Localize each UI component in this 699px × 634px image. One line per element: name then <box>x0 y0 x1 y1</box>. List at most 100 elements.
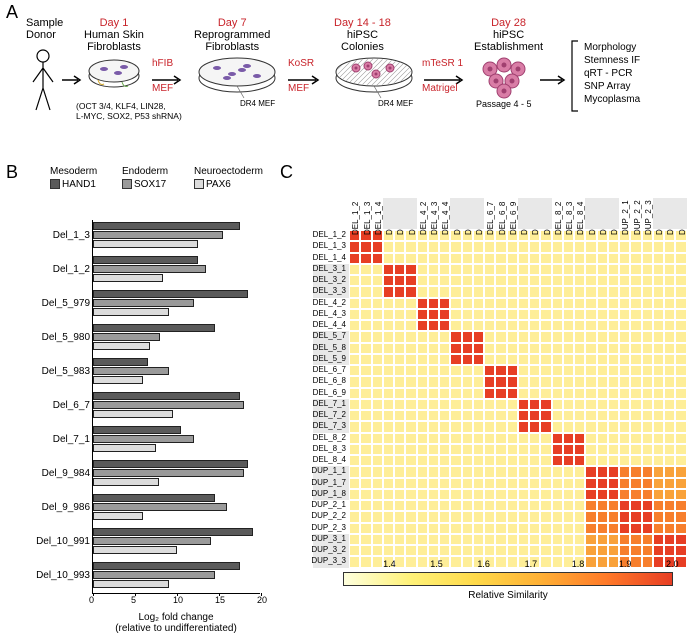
hm-cell <box>473 410 484 421</box>
hm-cell <box>608 556 619 567</box>
hm-cell <box>540 444 551 455</box>
hm-cell <box>383 309 394 320</box>
hm-cell <box>630 489 641 500</box>
hm-cell <box>372 253 383 264</box>
hm-cell <box>653 444 664 455</box>
hm-cell <box>495 545 506 556</box>
hm-cell <box>417 399 428 410</box>
bar <box>93 435 194 443</box>
hm-cell <box>597 264 608 275</box>
hm-cell <box>462 320 473 331</box>
row-label: DEL_6_9 <box>313 388 346 397</box>
hm-cell <box>529 388 540 399</box>
hm-cell <box>417 523 428 534</box>
hm-cell <box>439 354 450 365</box>
hm-cell <box>664 264 675 275</box>
hm-cell <box>484 466 495 477</box>
hm-cell <box>349 354 360 365</box>
hm-cell <box>360 421 371 432</box>
hm-cell <box>597 320 608 331</box>
hm-cell <box>664 320 675 331</box>
hm-cell <box>563 455 574 466</box>
bracket-icon <box>570 39 580 113</box>
hm-cell <box>585 534 596 545</box>
hm-cell <box>349 388 360 399</box>
hm-cell <box>462 500 473 511</box>
hm-cell <box>597 365 608 376</box>
hm-cell <box>360 466 371 477</box>
hm-cell <box>630 309 641 320</box>
hm-cell <box>450 354 461 365</box>
bar <box>93 265 206 273</box>
hm-cell <box>630 421 641 432</box>
hm-cell <box>349 444 360 455</box>
hm-cell <box>439 241 450 252</box>
sample-label: Del_5_983 <box>20 366 90 377</box>
hm-cell <box>495 275 506 286</box>
hm-cell <box>428 466 439 477</box>
hm-cell <box>417 410 428 421</box>
hm-cell <box>450 478 461 489</box>
hm-cell <box>507 455 518 466</box>
hm-cell <box>619 343 630 354</box>
hm-cell <box>349 309 360 320</box>
hm-cell <box>462 545 473 556</box>
hm-cell <box>484 399 495 410</box>
hm-cell <box>495 523 506 534</box>
hm-cell <box>540 253 551 264</box>
hm-cell <box>507 331 518 342</box>
hm-cell <box>608 478 619 489</box>
hm-cell <box>642 511 653 522</box>
hm-cell <box>540 500 551 511</box>
hm-cell <box>484 478 495 489</box>
hm-cell <box>495 433 506 444</box>
hm-cell <box>484 489 495 500</box>
hm-cell <box>585 489 596 500</box>
hm-cell <box>417 478 428 489</box>
hm-cell <box>450 511 461 522</box>
hm-cell <box>383 478 394 489</box>
hm-cell <box>507 343 518 354</box>
hm-cell <box>405 388 416 399</box>
hm-cell <box>428 478 439 489</box>
hm-cell <box>394 489 405 500</box>
hm-cell <box>653 545 664 556</box>
hm-cell <box>552 534 563 545</box>
hm-cell <box>552 343 563 354</box>
hm-cell <box>462 354 473 365</box>
donor-icon <box>28 48 58 118</box>
row-label: DEL_6_8 <box>313 376 346 385</box>
hm-cell <box>585 455 596 466</box>
assay-list: Morphology Stemness IF qRT - PCR SNP Arr… <box>584 41 640 106</box>
hm-cell <box>484 388 495 399</box>
hm-cell <box>450 410 461 421</box>
hm-cell <box>552 466 563 477</box>
bar <box>93 410 173 418</box>
hm-cell <box>484 500 495 511</box>
hm-cell <box>439 298 450 309</box>
row-label: DEL_7_2 <box>313 410 346 419</box>
hm-cell <box>675 511 686 522</box>
hm-cell <box>428 253 439 264</box>
hm-cell <box>383 523 394 534</box>
hm-cell <box>675 545 686 556</box>
sample-label: Del_5_980 <box>20 332 90 343</box>
hm-cell <box>529 343 540 354</box>
hm-cell <box>597 421 608 432</box>
hm-cell <box>518 264 529 275</box>
hm-cell <box>495 343 506 354</box>
hm-cell <box>372 556 383 567</box>
hm-cell <box>642 455 653 466</box>
hm-cell <box>360 534 371 545</box>
hm-cell <box>540 241 551 252</box>
hm-cell <box>394 500 405 511</box>
hm-cell <box>563 523 574 534</box>
hm-cell <box>563 410 574 421</box>
bar <box>93 580 169 588</box>
hm-cell <box>529 298 540 309</box>
hm-cell <box>473 343 484 354</box>
hm-cell <box>653 365 664 376</box>
hm-cell <box>462 433 473 444</box>
hm-cell <box>495 466 506 477</box>
hm-cell <box>518 455 529 466</box>
